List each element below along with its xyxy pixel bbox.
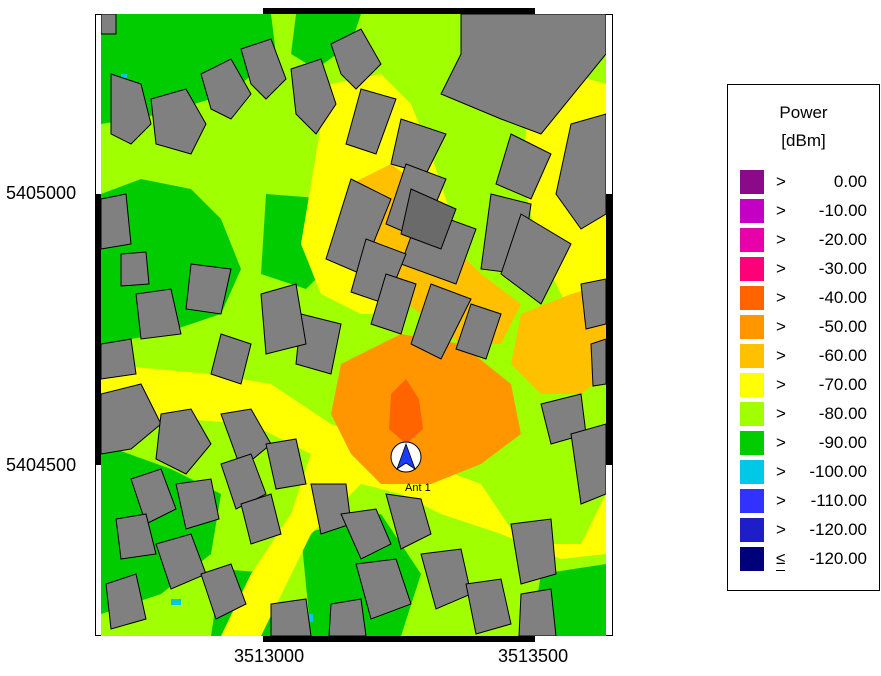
legend-entry: > -60.00 <box>740 344 875 368</box>
y-tick-label: 5405000 <box>6 183 77 203</box>
x-axis-bar-bottom <box>263 636 535 642</box>
legend-value: -100.00 <box>809 462 867 481</box>
legend-entry: > -110.00 <box>740 489 875 513</box>
coverage-area-40 <box>389 379 423 444</box>
legend-value: -90.00 <box>818 433 867 452</box>
legend-value: 0.00 <box>833 172 867 191</box>
legend-swatch <box>740 199 764 223</box>
antenna-north-arrow-icon[interactable] <box>390 441 422 473</box>
coverage-map[interactable] <box>101 14 606 636</box>
buildings <box>101 14 606 636</box>
legend-swatch <box>740 286 764 310</box>
legend-entry: > -50.00 <box>740 315 875 339</box>
legend-operator: > <box>776 346 786 365</box>
legend-entry: > -90.00 <box>740 431 875 455</box>
legend-operator: > <box>776 288 786 307</box>
legend-operator: ≤ <box>776 549 786 571</box>
legend-entry: > -20.00 <box>740 228 875 252</box>
x-tick-label: 3513000 <box>234 646 305 666</box>
legend-operator: > <box>776 491 786 510</box>
legend-unit: [dBm] <box>781 131 826 150</box>
legend-title: Power <box>779 103 828 122</box>
legend-value: -30.00 <box>818 259 867 278</box>
building-dark <box>400 188 457 250</box>
legend-operator: > <box>776 462 786 481</box>
legend-entry: > -30.00 <box>740 257 875 281</box>
legend-value: -50.00 <box>818 317 867 336</box>
legend-entry: >0.00 <box>740 170 875 194</box>
legend-entry: > -120.00 <box>740 518 875 542</box>
legend-value: -60.00 <box>818 346 867 365</box>
coverage-area-50 <box>331 334 521 484</box>
legend-value: -120.00 <box>809 520 867 539</box>
legend-swatch <box>740 402 764 426</box>
legend-operator: > <box>776 433 786 452</box>
legend-entry: > -10.00 <box>740 199 875 223</box>
legend-entry: > -70.00 <box>740 373 875 397</box>
x-axis-bar-top <box>263 8 535 14</box>
legend-swatch <box>740 489 764 513</box>
legend-swatch <box>740 315 764 339</box>
x-tick-label: 3513500 <box>498 646 569 666</box>
legend-value: -40.00 <box>818 288 867 307</box>
legend-entry: ≤ -120.00 <box>740 547 875 571</box>
y-tick-label: 5404500 <box>6 455 77 475</box>
legend-operator: > <box>776 172 786 191</box>
legend-swatch <box>740 373 764 397</box>
legend-swatch <box>740 228 764 252</box>
legend-swatch <box>740 257 764 281</box>
legend-value: -70.00 <box>818 375 867 394</box>
legend-value: -110.00 <box>810 491 867 510</box>
y-axis-bar-right <box>606 194 613 465</box>
y-axis-bar-left <box>95 194 101 465</box>
legend-value: -10.00 <box>818 201 867 220</box>
legend-swatch <box>740 170 764 194</box>
legend-operator: > <box>776 520 786 539</box>
legend-value: -80.00 <box>818 404 867 423</box>
legend-operator: > <box>776 230 786 249</box>
legend-operator: > <box>776 201 786 220</box>
legend-operator: > <box>776 259 786 278</box>
legend-swatch <box>740 431 764 455</box>
legend-value: -120.00 <box>809 549 867 568</box>
legend-operator: > <box>776 375 786 394</box>
legend-entry: > -100.00 <box>740 460 875 484</box>
legend-operator: > <box>776 404 786 423</box>
antenna-label: Ant 1 <box>405 482 431 494</box>
legend-operator: > <box>776 317 786 336</box>
legend-value: -20.00 <box>818 230 867 249</box>
legend-swatch <box>740 518 764 542</box>
legend-entry: > -80.00 <box>740 402 875 426</box>
legend-swatch <box>740 460 764 484</box>
legend-swatch <box>740 344 764 368</box>
power-legend: Power [dBm] >0.00 > -10.00 > -20.00 > -30.00 > -… <box>727 84 880 591</box>
legend-entry: > -40.00 <box>740 286 875 310</box>
legend-swatch <box>740 547 764 571</box>
